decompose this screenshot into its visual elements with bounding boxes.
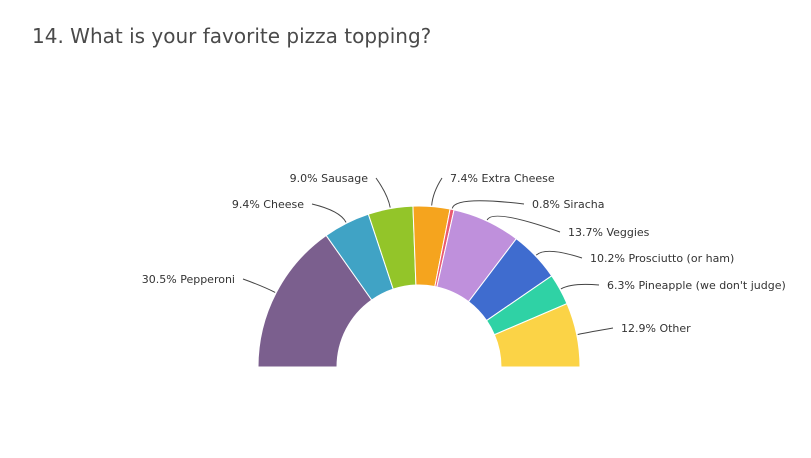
slice-label-veggies: 13.7% Veggies	[568, 226, 650, 239]
slice-label-pineapple-we-don-t-judge: 6.3% Pineapple (we don't judge)	[607, 279, 786, 292]
leader-line-other	[577, 327, 614, 335]
leader-line-sausage	[375, 177, 391, 208]
slice-label-extra-cheese: 7.4% Extra Cheese	[450, 172, 555, 185]
slice-label-other: 12.9% Other	[621, 322, 691, 335]
slice-label-siracha: 0.8% Siracha	[532, 198, 605, 211]
slice-label-sausage: 9.0% Sausage	[290, 172, 369, 185]
pie-slice-other[interactable]	[493, 302, 581, 368]
chart-slices	[257, 205, 581, 368]
leader-line-pepperoni	[242, 278, 276, 293]
leader-line-siracha	[451, 200, 525, 209]
leader-line-cheese	[311, 203, 347, 223]
question-title: 14. What is your favorite pizza topping?	[32, 24, 432, 48]
slice-label-prosciutto-or-ham: 10.2% Prosciutto (or ham)	[590, 252, 734, 265]
chart-labels: 30.5% Pepperoni 9.4% Cheese 9.0% Sausage 7.…	[142, 172, 786, 335]
slice-label-pepperoni: 30.5% Pepperoni	[142, 273, 235, 286]
leader-line-extra-cheese	[431, 177, 443, 206]
leader-line-pineapple-we-don-t-judge	[560, 283, 600, 290]
leader-line-prosciutto-or-ham	[535, 250, 583, 259]
slice-label-cheese: 9.4% Cheese	[232, 198, 304, 211]
leader-line-veggies	[486, 215, 561, 233]
chart-leader-lines	[242, 177, 614, 335]
